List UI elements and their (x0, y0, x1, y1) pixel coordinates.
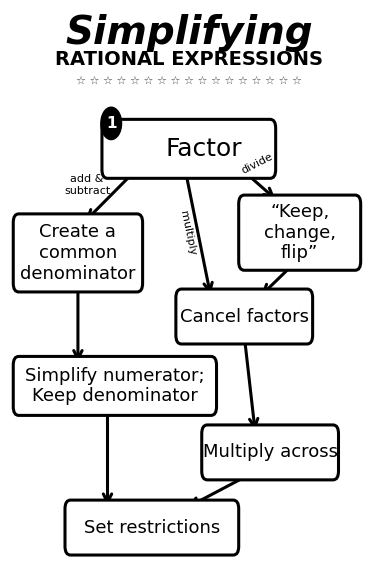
Text: Create a
common
denominator: Create a common denominator (20, 223, 136, 283)
Text: multiply: multiply (178, 209, 197, 256)
Text: RATIONAL EXPRESSIONS: RATIONAL EXPRESSIONS (55, 50, 323, 69)
FancyBboxPatch shape (102, 119, 276, 178)
Text: ☆ ☆ ☆ ☆ ☆ ☆ ☆ ☆ ☆ ☆ ☆ ☆ ☆ ☆ ☆ ☆ ☆: ☆ ☆ ☆ ☆ ☆ ☆ ☆ ☆ ☆ ☆ ☆ ☆ ☆ ☆ ☆ ☆ ☆ (76, 76, 302, 86)
Circle shape (101, 107, 122, 139)
Text: Set restrictions: Set restrictions (84, 519, 220, 537)
FancyBboxPatch shape (13, 356, 216, 415)
FancyBboxPatch shape (65, 500, 239, 555)
Text: add &
subtract: add & subtract (64, 174, 110, 196)
Text: 1: 1 (106, 116, 117, 131)
Text: Simplify numerator;
Keep denominator: Simplify numerator; Keep denominator (25, 367, 205, 406)
FancyBboxPatch shape (239, 195, 361, 270)
FancyBboxPatch shape (13, 214, 142, 292)
Text: “Keep,
change,
flip”: “Keep, change, flip” (264, 203, 336, 263)
Text: Multiply across: Multiply across (202, 443, 338, 461)
Text: Simplifying: Simplifying (65, 14, 313, 52)
FancyBboxPatch shape (202, 425, 339, 480)
Text: divide: divide (240, 151, 274, 175)
Text: Cancel factors: Cancel factors (180, 307, 309, 325)
Text: Factor: Factor (165, 137, 242, 161)
FancyBboxPatch shape (176, 289, 313, 344)
